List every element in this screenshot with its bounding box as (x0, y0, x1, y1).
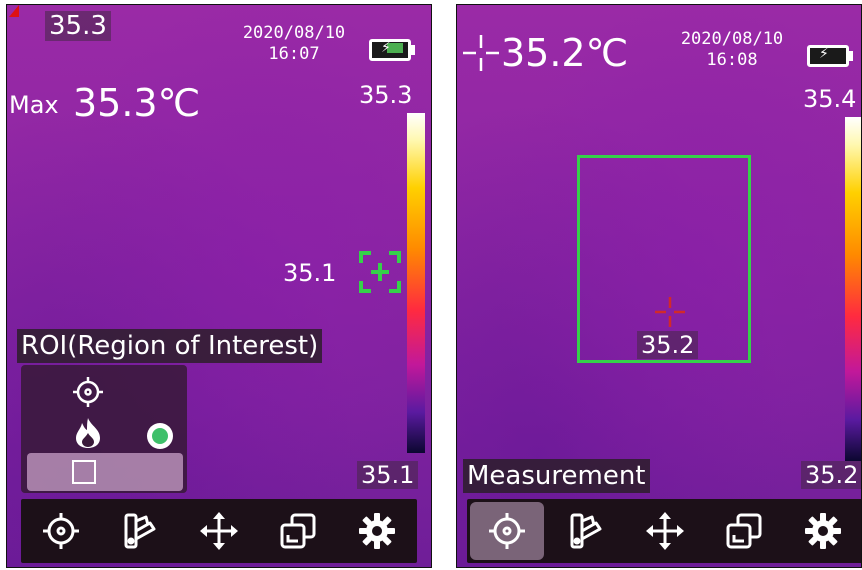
menu-title: ROI(Region of Interest) (17, 329, 323, 363)
battery-icon: ⚡ (369, 39, 415, 61)
center-crosshair-icon (653, 295, 687, 329)
flag-icon (9, 5, 19, 17)
roi-menu (21, 365, 187, 493)
crosshair-icon (73, 377, 103, 407)
spot-temperature: 35.3 (45, 11, 111, 41)
toolbar-overlay-button[interactable] (261, 502, 335, 560)
area-box-icon (72, 460, 96, 484)
overlay-icon (726, 513, 762, 549)
toolbar-settings-button[interactable] (786, 502, 860, 560)
hot-spot-reading: 35.1 (283, 259, 337, 287)
crosshair-icon (42, 513, 79, 549)
move-icon (199, 512, 238, 550)
thermal-screen-measurement: 35.2℃ 2020/08/10 16:08 ⚡ 35.4 35.2 35.2 … (456, 4, 862, 568)
bottom-toolbar (467, 499, 861, 563)
measurement-area-box[interactable] (577, 155, 751, 363)
scale-min: 35.2 (801, 461, 861, 489)
time: 16:07 (268, 44, 320, 64)
center-temperature: 35.2℃ (501, 31, 629, 75)
scale-max: 35.3 (359, 81, 413, 109)
roi-option-center[interactable] (71, 375, 105, 413)
roi-radio-indicator[interactable] (147, 423, 173, 449)
battery-icon: ⚡ (807, 45, 853, 67)
toolbar-move-button[interactable] (182, 502, 256, 560)
gear-icon (805, 513, 842, 549)
max-label: Max (9, 91, 59, 119)
datetime: 2020/08/10 16:08 (667, 29, 797, 71)
roi-option-hotspot[interactable] (73, 417, 103, 453)
time: 16:08 (706, 50, 758, 70)
overlay-icon (280, 513, 316, 549)
toolbar-move-button[interactable] (628, 502, 702, 560)
toolbar-overlay-button[interactable] (707, 502, 781, 560)
temperature-colorbar (407, 113, 425, 453)
roi-option-area[interactable] (27, 453, 183, 491)
toolbar-measurement-button[interactable] (469, 502, 544, 560)
palette-icon (124, 513, 156, 549)
scale-min: 35.1 (357, 461, 419, 489)
scale-max: 35.4 (803, 85, 857, 113)
thermal-screen-roi: 35.3 2020/08/10 16:07 ⚡ Max 35.3℃ 35.3 3… (6, 4, 432, 568)
toolbar-palette-button[interactable] (103, 502, 177, 560)
bottom-toolbar (21, 499, 417, 563)
date: 2020/08/10 (680, 29, 784, 49)
date: 2020/08/10 (242, 23, 346, 43)
area-reading: 35.2 (637, 331, 699, 359)
max-temperature: 35.3℃ (73, 81, 201, 125)
gear-icon (359, 513, 396, 549)
spot-crosshair-icon (461, 33, 501, 73)
toolbar-settings-button[interactable] (340, 502, 414, 560)
palette-icon (570, 513, 602, 549)
toolbar-palette-button[interactable] (549, 502, 623, 560)
flame-icon (76, 418, 100, 448)
temperature-colorbar (845, 117, 861, 461)
toolbar-measurement-button[interactable] (24, 502, 98, 560)
hot-spot-marker-icon (359, 251, 401, 293)
crosshair-icon (488, 513, 525, 549)
datetime: 2020/08/10 16:07 (229, 23, 359, 65)
menu-title: Measurement (463, 459, 650, 493)
move-icon (645, 512, 684, 550)
